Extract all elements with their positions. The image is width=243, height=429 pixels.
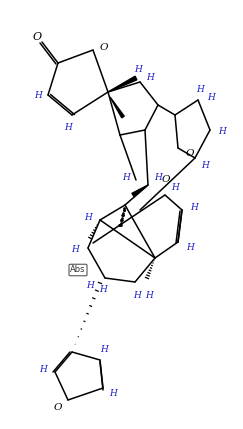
- Text: H: H: [71, 245, 79, 254]
- Text: H: H: [99, 286, 107, 294]
- Text: H: H: [196, 85, 204, 94]
- Text: H: H: [39, 366, 47, 375]
- Text: Abs: Abs: [70, 266, 86, 275]
- Text: H: H: [207, 93, 215, 102]
- Text: H: H: [133, 290, 141, 299]
- Text: O: O: [100, 43, 109, 52]
- Text: H: H: [145, 290, 153, 299]
- Text: H: H: [190, 202, 198, 211]
- Text: H: H: [186, 242, 194, 251]
- Polygon shape: [132, 185, 148, 196]
- Text: H: H: [86, 281, 94, 290]
- Text: O: O: [162, 175, 170, 184]
- Text: H: H: [84, 212, 92, 221]
- Text: H: H: [122, 172, 130, 181]
- Text: H: H: [109, 389, 117, 398]
- Text: H: H: [201, 161, 209, 170]
- Text: H: H: [100, 345, 108, 354]
- Text: H: H: [146, 73, 154, 82]
- Text: O: O: [32, 32, 42, 42]
- Text: H: H: [64, 123, 72, 132]
- Text: H: H: [218, 127, 226, 136]
- Text: H: H: [171, 182, 179, 191]
- Text: O: O: [54, 404, 62, 413]
- Text: H: H: [134, 66, 142, 75]
- Polygon shape: [108, 76, 137, 92]
- Text: O: O: [186, 148, 194, 157]
- Text: H: H: [154, 172, 162, 181]
- Polygon shape: [110, 97, 124, 118]
- Text: H: H: [34, 91, 42, 100]
